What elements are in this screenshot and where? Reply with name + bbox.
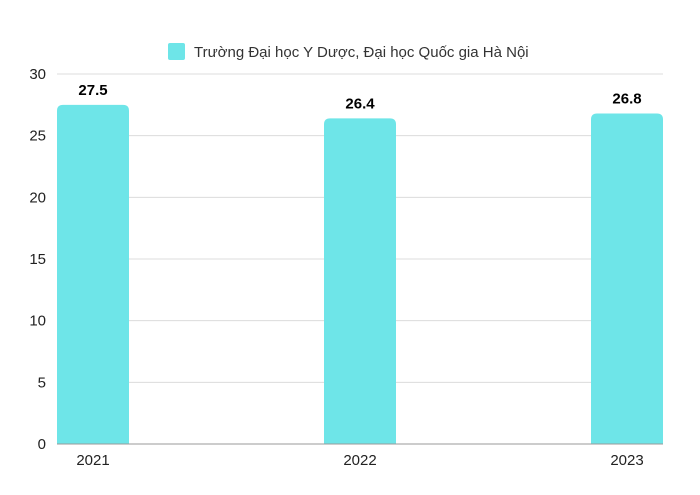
data-label-2022: 26.4	[345, 95, 375, 112]
y-tick-label: 10	[29, 313, 46, 330]
bar-2021	[57, 104, 129, 444]
legend: Trường Đại học Y Dược, Đại học Quốc gia …	[168, 43, 529, 61]
bars	[57, 104, 663, 445]
y-tick-label: 15	[29, 251, 46, 268]
data-labels: 27.5 26.4 26.8	[78, 82, 641, 113]
x-axis-tick-labels: 2021 2022 2023	[76, 452, 643, 469]
y-tick-label: 30	[29, 66, 46, 83]
x-tick-label: 2022	[343, 452, 376, 469]
data-label-2021: 27.5	[78, 82, 107, 99]
bar-2022	[324, 118, 396, 445]
legend-label: Trường Đại học Y Dược, Đại học Quốc gia …	[194, 44, 529, 61]
y-axis-tick-labels: 0 5 10 15 20 25 30	[29, 66, 46, 453]
legend-swatch	[168, 43, 185, 60]
x-tick-label: 2023	[610, 452, 643, 469]
bar-2023	[591, 113, 663, 444]
y-tick-label: 5	[38, 374, 46, 391]
x-tick-label: 2021	[76, 452, 109, 469]
y-tick-label: 25	[29, 128, 46, 145]
y-tick-label: 20	[29, 189, 46, 206]
y-tick-label: 0	[38, 436, 46, 453]
data-label-2023: 26.8	[612, 90, 641, 107]
